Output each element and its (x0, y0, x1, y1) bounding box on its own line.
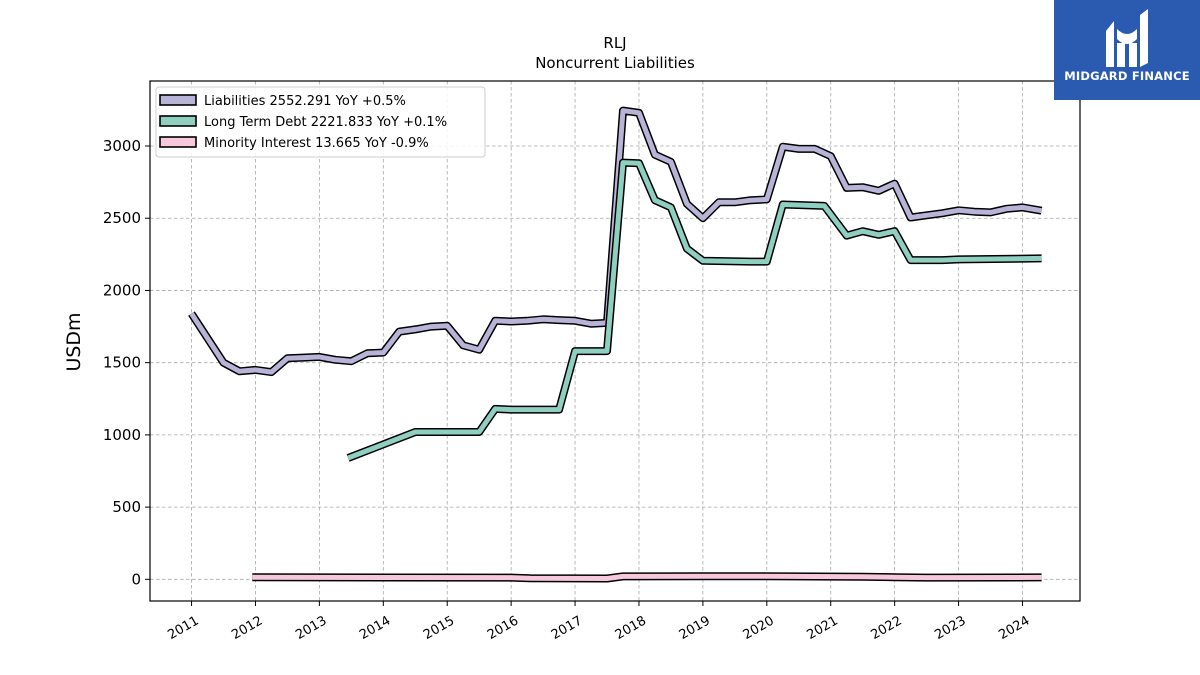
legend: Liabilities 2552.291 YoY +0.5% Long Term … (155, 86, 486, 158)
series-line (252, 573, 1042, 581)
y-axis-label: USDm (63, 312, 85, 371)
y-tick-label: 3000 (103, 137, 141, 155)
x-tick-label: 2021 (805, 613, 841, 643)
series-1 (346, 158, 1042, 462)
x-tick-label: 2022 (868, 613, 904, 643)
x-tick-label: 2013 (293, 613, 329, 643)
y-tick-label: 2000 (103, 281, 141, 299)
x-tick-label: 2014 (357, 613, 393, 643)
x-axis: 2011 2012 2013 2014 2015 2016 2017 2018 2019 2020… (165, 601, 1032, 643)
y-tick-label: 2500 (103, 209, 141, 227)
y-axis: 0 500 1000 1500 2000 2500 3000 (103, 137, 150, 588)
series-layer (188, 106, 1043, 583)
legend-swatch (159, 94, 197, 106)
y-tick-label: 0 (131, 570, 141, 588)
brand-name: MIDGARD FINANCE (1064, 69, 1190, 83)
x-tick-label: 2015 (421, 613, 457, 643)
plot-frame (149, 80, 1081, 602)
y-tick-label: 500 (112, 498, 141, 516)
x-tick-label: 2020 (741, 613, 777, 643)
series-line (189, 108, 1043, 375)
x-tick-label: 2024 (996, 613, 1032, 643)
grid-layer (150, 81, 1080, 601)
legend-box (155, 86, 486, 158)
x-tick-label: 2019 (677, 613, 713, 643)
series-2 (252, 572, 1042, 583)
x-tick-label: 2016 (485, 613, 521, 643)
legend-label: Long Term Debt 2221.833 YoY +0.1% (204, 115, 447, 130)
x-tick-label: 2017 (549, 613, 585, 643)
series-0 (188, 106, 1043, 377)
legend-swatch (159, 115, 197, 127)
chart-subtitle: Noncurrent Liabilities (535, 54, 695, 72)
brand-logo: MIDGARD FINANCE (1054, 0, 1200, 100)
series-line (347, 160, 1042, 461)
x-tick-label: 2018 (613, 613, 649, 643)
midgard-logo-icon (1106, 9, 1148, 67)
x-tick-label: 2011 (165, 613, 201, 643)
legend-swatch (159, 136, 197, 148)
legend-label: Minority Interest 13.665 YoY -0.9% (204, 136, 429, 151)
x-tick-label: 2023 (932, 613, 968, 643)
chart-title: RLJ (603, 34, 626, 52)
legend-label: Liabilities 2552.291 YoY +0.5% (204, 94, 406, 109)
x-tick-label: 2012 (229, 613, 265, 643)
y-tick-label: 1500 (103, 354, 141, 372)
y-tick-label: 1000 (103, 426, 141, 444)
